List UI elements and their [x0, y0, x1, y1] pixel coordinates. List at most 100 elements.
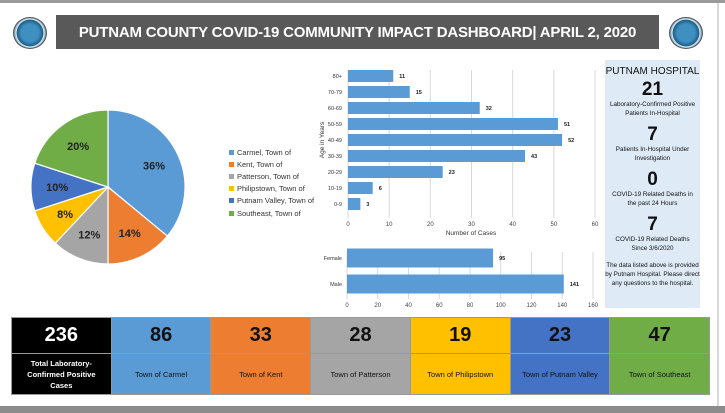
summary-cell: 19 Town of Philipstown — [410, 318, 511, 394]
legend-label: Carmel, Town of — [237, 147, 292, 157]
bar-data-label: 52 — [568, 138, 574, 144]
summary-count: 23 — [510, 318, 610, 354]
top-border — [0, 0, 725, 3]
bar-data-label: 32 — [486, 106, 492, 112]
y-axis-title: Age in Years — [319, 121, 326, 158]
x-tick-label: 0 — [346, 222, 350, 228]
bar — [348, 134, 563, 146]
bar — [348, 102, 480, 114]
bar-data-label: 11 — [399, 74, 405, 80]
x-tick-label: 40 — [509, 222, 516, 228]
x-tick-label: 0 — [345, 303, 349, 309]
hospital-stat: 7 Patients In-Hospital Under Investigatio… — [605, 125, 700, 163]
town-pie-chart: 36% 14% 12% 8% 10% 20% — [30, 109, 186, 265]
y-tick-label: 0-9 — [334, 202, 342, 208]
legend-label: Southeast, Town of — [237, 208, 301, 218]
x-tick-label: 10 — [386, 222, 393, 228]
pie-slice — [107, 109, 186, 237]
x-tick-label: 50 — [550, 222, 557, 228]
x-axis-title: Number of Cases — [446, 230, 497, 237]
bar-data-label: 51 — [564, 122, 570, 128]
legend-swatch — [229, 210, 234, 216]
hospital-stat: 0 COVID-19 Related Deaths in the past 24 … — [605, 170, 700, 208]
summary-count: 86 — [111, 318, 211, 354]
summary-label: Town of Kent — [239, 369, 283, 379]
legend-swatch — [229, 161, 234, 167]
x-tick-label: 80 — [467, 303, 474, 309]
bottom-border — [0, 406, 725, 413]
x-tick-label: 140 — [557, 303, 568, 309]
summary-label: Town of Carmel — [135, 369, 188, 379]
bar — [348, 198, 361, 210]
legend-item: Patterson, Town of — [229, 170, 314, 182]
y-tick-label: 30-39 — [328, 154, 342, 160]
hospital-stat-value: 7 — [647, 124, 658, 145]
bar-data-label: 141 — [570, 282, 579, 288]
pie-slice — [34, 109, 109, 188]
hospital-stat-label: Laboratory-Confirmed Positive Patients I… — [609, 101, 696, 117]
y-tick-label: Female — [324, 256, 342, 262]
gender-bar-chart: 0 20 40 60 80 100 120 140 160 Female 95 Male 141 — [324, 248, 599, 309]
pie-legend: Carmel, Town of Kent, Town of Patterson, T… — [229, 146, 314, 219]
summary-count: 47 — [610, 318, 710, 354]
hospital-stat: 21 Laboratory-Confirmed Positive Patients… — [605, 80, 700, 118]
hospital-title: PUTNAM HOSPITAL — [605, 66, 700, 77]
bar-data-label: 15 — [416, 90, 422, 96]
summary-count: 33 — [211, 318, 311, 354]
hospital-stat: 7 COVID-19 Related Deaths Since 3/6/2020 — [605, 215, 700, 253]
bar — [348, 166, 443, 178]
x-tick-label: 40 — [405, 303, 412, 309]
y-tick-label: 40-49 — [328, 138, 342, 144]
bar — [348, 70, 394, 82]
summary-cell: 236 Total Laboratory-Confirmed Positive C… — [12, 318, 112, 394]
pie-data-label: 8% — [57, 209, 73, 221]
pie-data-label: 10% — [46, 182, 68, 194]
bar — [348, 86, 410, 98]
y-tick-label: 10-19 — [328, 186, 342, 192]
x-tick-label: 160 — [588, 303, 599, 309]
summary-cell: 47 Town of Southeast — [610, 318, 710, 394]
summary-cell: 23 Town of Putnam Valley — [510, 318, 611, 394]
legend-label: Putnam Valley, Town of — [237, 196, 315, 206]
county-seal-logo-left — [13, 17, 47, 49]
legend-swatch — [229, 198, 234, 204]
x-tick-label: 120 — [526, 303, 537, 309]
hospital-stat-label: Patients In-Hospital Under Investigation — [615, 146, 690, 162]
bar — [348, 182, 373, 194]
summary-cell: 33 Town of Kent — [211, 318, 312, 394]
summary-cell: 28 Town of Patterson — [311, 318, 411, 394]
legend-swatch — [229, 149, 234, 155]
y-tick-label: 80+ — [333, 74, 342, 80]
bar-data-label: 43 — [531, 154, 537, 160]
age-bar-chart: 0 10 20 30 40 50 60 80+ 11 70-79 15 60-69 32 50-59 51 4… — [319, 70, 599, 237]
x-tick-label: 60 — [436, 303, 443, 309]
y-tick-label: 70-79 — [328, 90, 342, 96]
legend-item: Carmel, Town of — [229, 146, 314, 158]
right-divider — [717, 3, 719, 406]
x-tick-label: 20 — [374, 303, 381, 309]
hospital-note: The data listed above is provided by Put… — [605, 262, 700, 287]
y-tick-label: Male — [330, 282, 342, 288]
summary-cell: 86 Town of Carmel — [111, 318, 212, 394]
legend-swatch — [229, 173, 234, 179]
summary-label: Town of Patterson — [330, 369, 391, 379]
pie-slice — [107, 185, 169, 265]
legend-label: Patterson, Town of — [237, 171, 299, 181]
summary-label: Town of Philipstown — [427, 369, 494, 379]
page-title: PUTNAM COUNTY COVID-19 COMMUNITY IMPACT … — [56, 15, 659, 49]
pie-data-label: 20% — [67, 141, 89, 153]
x-tick-label: 60 — [592, 222, 599, 228]
pie-data-label: 12% — [78, 229, 100, 241]
y-tick-label: 50-59 — [328, 122, 342, 128]
bar — [348, 150, 526, 162]
pie-data-label: 14% — [119, 228, 141, 240]
summary-label: Total Laboratory-Confirmed Positive Case… — [27, 358, 96, 390]
x-tick-label: 100 — [496, 303, 507, 309]
legend-item: Putnam Valley, Town of — [229, 195, 314, 207]
bar — [348, 118, 558, 130]
hospital-panel: PUTNAM HOSPITAL 21 Laboratory-Confirmed P… — [605, 60, 700, 308]
county-seal-logo-right — [669, 17, 703, 49]
summary-count: 19 — [410, 318, 510, 354]
pie-data-label: 36% — [143, 160, 165, 172]
hospital-stat-label: COVID-19 Related Deaths in the past 24 H… — [612, 191, 693, 207]
